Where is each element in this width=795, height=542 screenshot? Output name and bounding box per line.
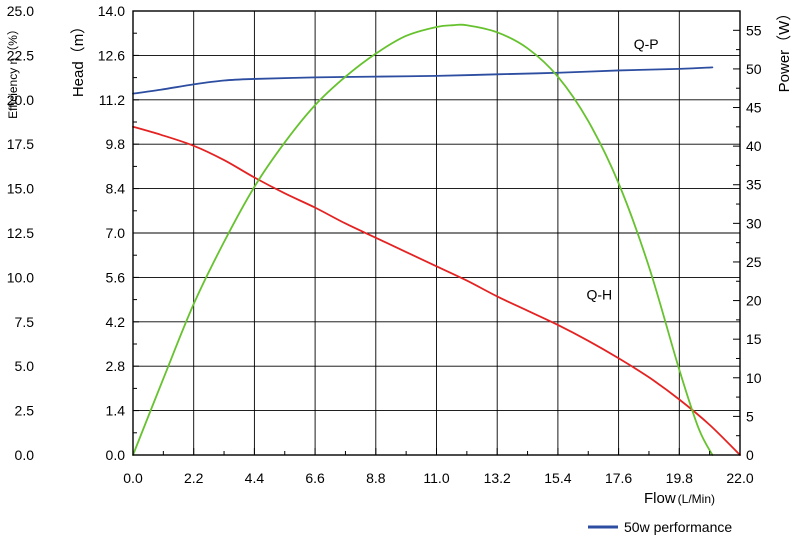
head-tick-label: 9.8 xyxy=(106,136,126,152)
x-tick-label: 19.8 xyxy=(666,470,693,486)
efficiency-tick-label: 25.0 xyxy=(7,3,34,19)
power-tick-label: 30 xyxy=(746,215,762,231)
head-tick-label: 4.2 xyxy=(106,314,126,330)
tick-layer: 0.0 2.2 4.4 6.6 8.8 11.0 13.2 15.4 17.6 19.8 22.0 0… xyxy=(7,3,762,486)
power-tick-label: 15 xyxy=(746,331,762,347)
efficiency-axis-title: Efficiency η（%） xyxy=(6,23,20,119)
head-tick-label: 11.2 xyxy=(99,92,125,108)
power-tick-label: 25 xyxy=(746,254,762,270)
x-tick-label: 4.4 xyxy=(245,470,265,486)
legend-label: 50w performance xyxy=(624,519,732,535)
head-axis-title: Head（m） xyxy=(70,19,87,97)
head-tick-label: 14.0 xyxy=(98,3,125,19)
power-tick-label: 0 xyxy=(746,447,754,463)
power-tick-label: 20 xyxy=(746,293,762,309)
x-tick-label: 8.8 xyxy=(366,470,386,486)
efficiency-tick-label: 15.0 xyxy=(7,181,34,197)
x-tick-label: 22.0 xyxy=(726,470,753,486)
efficiency-tick-label: 5.0 xyxy=(15,358,35,374)
power-tick-label: 35 xyxy=(746,177,762,193)
efficiency-tick-label: 0.0 xyxy=(15,447,35,463)
power-tick-label: 45 xyxy=(746,100,762,116)
label-layer: Flow (L/Min) Efficiency η（%） Head（m） Powe… xyxy=(6,6,793,535)
x-tick-label: 13.2 xyxy=(484,470,511,486)
series-q-p-line xyxy=(132,66,714,95)
head-tick-label: 7.0 xyxy=(106,225,126,241)
power-tick-label: 50 xyxy=(746,61,762,77)
x-tick-label: 17.6 xyxy=(605,470,632,486)
head-tick-label: 2.8 xyxy=(106,358,126,374)
efficiency-tick-label: 2.5 xyxy=(15,403,35,419)
power-tick-label: 40 xyxy=(746,138,762,154)
x-tick-label: 2.2 xyxy=(184,470,204,486)
power-tick-label: 10 xyxy=(746,370,762,386)
efficiency-tick-label: 12.5 xyxy=(7,225,34,241)
series-efficiency-line xyxy=(132,23,714,456)
x-tick-label: 0.0 xyxy=(123,470,143,486)
curve-annotation: Q-P xyxy=(634,36,659,52)
efficiency-tick-label: 7.5 xyxy=(15,314,35,330)
head-tick-label: 8.4 xyxy=(106,181,126,197)
x-axis-title: Flow (L/Min) xyxy=(644,490,715,507)
efficiency-tick-label: 20.0 xyxy=(7,92,34,108)
curve-annotation: Q-H xyxy=(586,287,612,303)
power-tick-label: 55 xyxy=(746,22,762,38)
x-tick-label: 11.0 xyxy=(423,470,449,486)
grid-layer xyxy=(133,11,740,455)
power-tick-label: 5 xyxy=(746,408,754,424)
efficiency-tick-label: 17.5 xyxy=(7,136,34,152)
head-tick-label: 12.6 xyxy=(98,47,125,63)
head-tick-label: 5.6 xyxy=(106,269,126,285)
head-tick-label: 1.4 xyxy=(106,403,126,419)
x-tick-label: 15.4 xyxy=(544,470,571,486)
series-q-h-line xyxy=(132,125,741,456)
efficiency-tick-label: 10.0 xyxy=(7,269,34,285)
efficiency-tick-label: 22.5 xyxy=(7,47,34,63)
curve-layer xyxy=(132,23,741,456)
head-tick-label: 0.0 xyxy=(106,447,126,463)
power-axis-title: Power（W） xyxy=(776,6,793,93)
x-tick-label: 6.6 xyxy=(305,470,325,486)
